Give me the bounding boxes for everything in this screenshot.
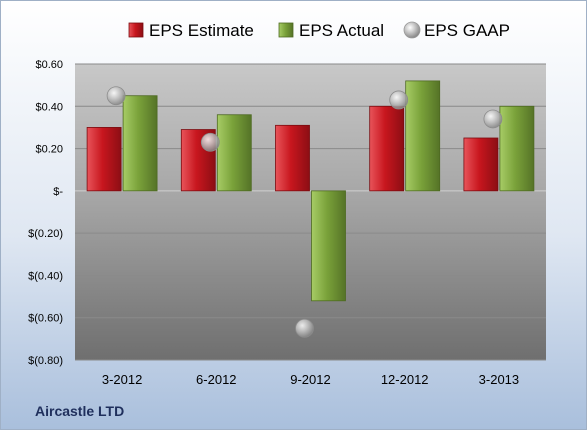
gaap-marker-3-2013 — [483, 109, 503, 129]
y-tick-label: $(0.60) — [28, 313, 63, 325]
legend-label: EPS Estimate — [149, 21, 254, 40]
gaap-markers — [106, 86, 503, 338]
bar-eps-estimate-3-2012 — [86, 127, 122, 192]
bar-eps-actual-3-2013 — [499, 105, 535, 192]
legend-item-eps-estimate: EPS Estimate — [128, 21, 254, 40]
y-tick-label: $0.40 — [35, 101, 63, 113]
legend-label: EPS GAAP — [424, 21, 510, 40]
y-tick-label: $(0.20) — [28, 228, 63, 240]
y-tick-label: $(0.80) — [28, 355, 63, 367]
gaap-marker-9-2012 — [295, 318, 314, 338]
legend-swatch-eps-actual — [278, 22, 294, 38]
gaap-marker-12-2012 — [389, 90, 409, 110]
company-name: Aircastle LTD — [35, 403, 125, 419]
y-tick-label: $- — [53, 186, 63, 198]
bar-eps-actual-6-2012 — [216, 114, 252, 192]
bar-eps-estimate-9-2012 — [275, 124, 310, 192]
legend-label: EPS Actual — [299, 21, 384, 40]
bar-eps-estimate-3-2013 — [463, 137, 499, 192]
bar-eps-estimate-12-2012 — [369, 105, 405, 192]
x-tick-label: 3-2013 — [479, 372, 519, 387]
bar-eps-actual-9-2012 — [311, 190, 346, 302]
bar-eps-actual-3-2012 — [122, 95, 158, 192]
bars — [86, 80, 535, 302]
gaap-marker-6-2012 — [200, 132, 220, 152]
y-tick-label: $(0.40) — [28, 270, 63, 282]
gaap-marker-3-2012 — [106, 86, 126, 106]
x-tick-label: 12-2012 — [381, 372, 429, 387]
x-tick-label: 9-2012 — [290, 372, 330, 387]
bar-eps-actual-12-2012 — [405, 80, 441, 192]
legend-item-eps-actual: EPS Actual — [278, 21, 384, 40]
y-axis: $0.60 $0.40 $0.20 $- $(0.20) $(0.40) $(0.60) $(… — [28, 59, 63, 367]
legend-swatch-eps-gaap — [403, 21, 421, 39]
x-axis: 3-2012 6-2012 9-2012 12-2012 3-2013 — [102, 372, 519, 387]
legend-item-eps-gaap: EPS GAAP — [403, 21, 510, 40]
y-tick-label: $0.60 — [35, 59, 63, 71]
y-tick-label: $0.20 — [35, 144, 63, 156]
legend: EPS Estimate EPS Actual EPS GAAP — [128, 21, 510, 40]
legend-swatch-eps-estimate — [128, 22, 144, 38]
x-tick-label: 6-2012 — [196, 372, 236, 387]
x-tick-label: 3-2012 — [102, 372, 142, 387]
